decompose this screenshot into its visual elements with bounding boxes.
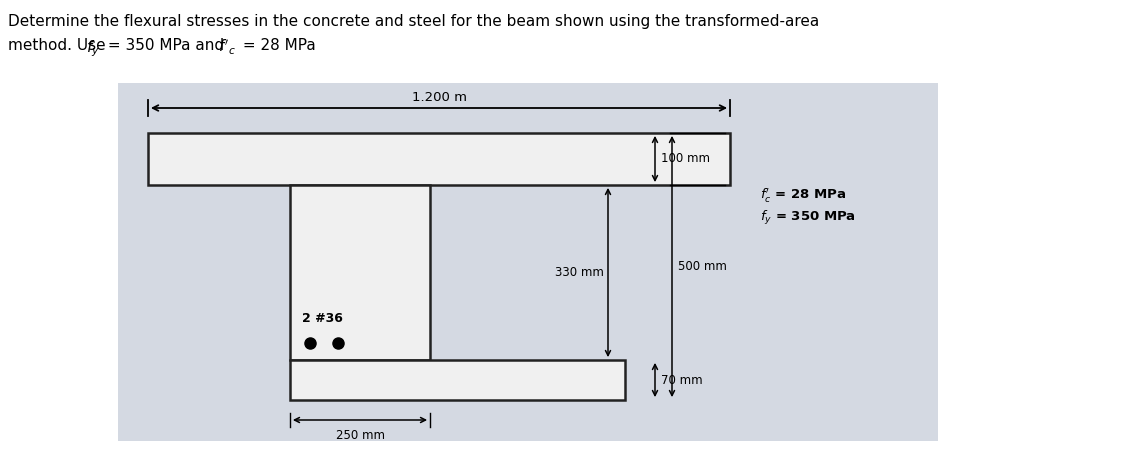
Bar — [290, 185, 430, 360]
Bar — [148, 133, 730, 185]
Text: 1.200 m: 1.200 m — [411, 91, 466, 104]
Text: $f_y$: $f_y$ — [86, 38, 99, 59]
Bar — [290, 360, 625, 400]
Text: 70 mm: 70 mm — [660, 373, 702, 387]
Text: $f'_c$: $f'_c$ — [218, 38, 236, 57]
Text: $f_y$ = 350 MPa: $f_y$ = 350 MPa — [760, 209, 856, 227]
Text: 2 #36: 2 #36 — [301, 312, 342, 325]
Text: Determine the flexural stresses in the concrete and steel for the beam shown usi: Determine the flexural stresses in the c… — [8, 14, 820, 29]
Text: 100 mm: 100 mm — [660, 152, 710, 166]
Text: 330 mm: 330 mm — [555, 266, 604, 279]
Bar — [119, 83, 938, 441]
Text: = 28 MPa: = 28 MPa — [238, 38, 316, 53]
Text: method. Use: method. Use — [8, 38, 111, 53]
Text: = 350 MPa and: = 350 MPa and — [103, 38, 229, 53]
Text: $f_c^{\prime}$ = 28 MPa: $f_c^{\prime}$ = 28 MPa — [760, 186, 847, 204]
Text: 500 mm: 500 mm — [679, 260, 727, 273]
Text: 250 mm: 250 mm — [335, 429, 385, 442]
